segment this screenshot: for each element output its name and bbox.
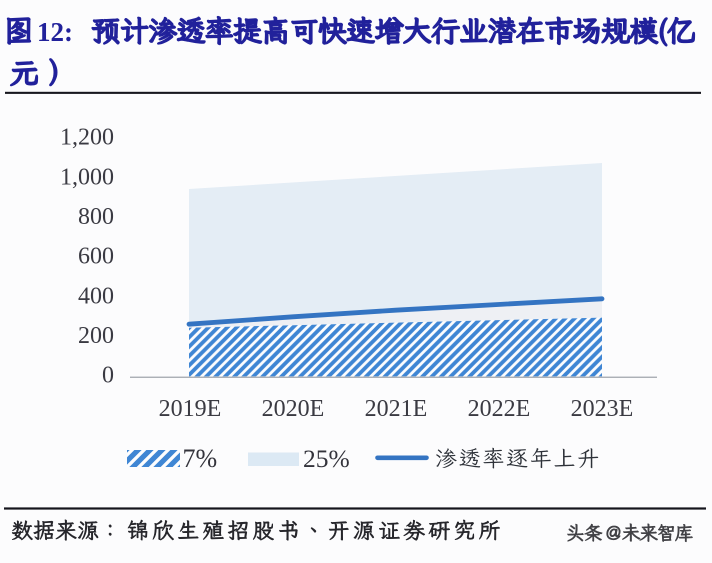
svg-text:25%: 25% bbox=[303, 444, 350, 473]
svg-text:800: 800 bbox=[78, 204, 114, 230]
svg-text:2022E: 2022E bbox=[468, 396, 531, 422]
svg-text:7%: 7% bbox=[183, 444, 218, 473]
svg-text:0: 0 bbox=[102, 363, 114, 389]
svg-text:600: 600 bbox=[78, 244, 114, 270]
svg-text:2019E: 2019E bbox=[159, 396, 222, 422]
svg-text:2023E: 2023E bbox=[571, 396, 634, 422]
svg-text:200: 200 bbox=[78, 323, 114, 349]
svg-text:1,000: 1,000 bbox=[60, 164, 114, 190]
svg-text:12:: 12: bbox=[37, 17, 73, 47]
svg-text:1,200: 1,200 bbox=[60, 125, 114, 151]
svg-text:2021E: 2021E bbox=[365, 396, 428, 422]
svg-text:2020E: 2020E bbox=[262, 396, 325, 422]
svg-text:400: 400 bbox=[78, 283, 114, 309]
